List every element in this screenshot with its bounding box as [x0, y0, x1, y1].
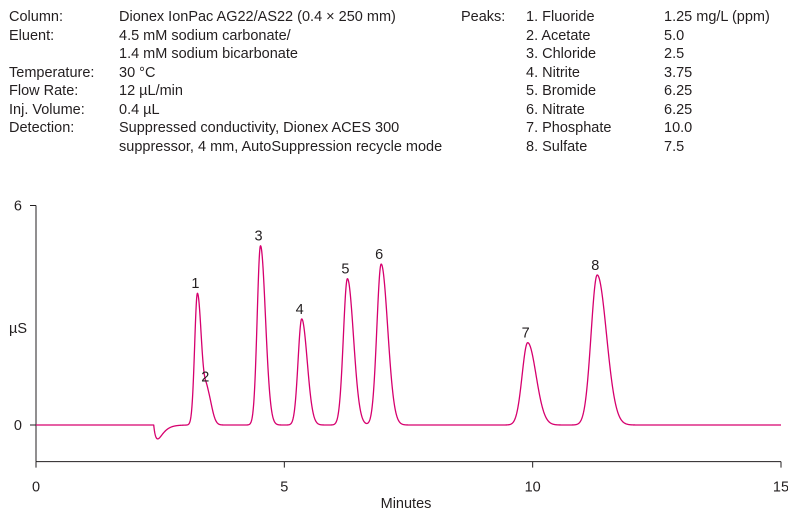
peak-concentration: 3.75	[664, 64, 693, 81]
peak-label: 4	[296, 302, 304, 318]
chart-axes	[35, 205, 781, 463]
peak-names-list: 1. Fluoride 2. Acetate 3. Chloride 4. Ni…	[526, 8, 611, 156]
y-tick-label: 0	[14, 418, 22, 434]
peak-concentration: 2.5	[664, 46, 685, 62]
y-axis-label: µS	[9, 321, 27, 337]
conditions-values: Dionex IonPac AG22/AS22 (0.4 × 250 mm) 4…	[119, 8, 442, 156]
x-tick-label: 10	[525, 480, 541, 496]
peak-label: 3	[254, 229, 262, 245]
peak-labels: 1 2 3 4 5 6 7 8	[191, 229, 599, 386]
x-tick-label: 0	[32, 480, 40, 496]
peak-name: 7. Phosphate	[526, 120, 612, 136]
peak-label: 7	[522, 326, 530, 342]
x-axis-label: Minutes	[381, 496, 432, 512]
peak-name: 3. Chloride	[526, 46, 597, 62]
peak-name: 5. Bromide	[526, 83, 597, 99]
condition-label: Detection:	[9, 120, 75, 136]
peak-concentration: 7.5	[664, 138, 685, 155]
condition-value: 4.5 mM sodium carbonate/	[119, 27, 291, 44]
peak-label: 8	[591, 258, 599, 274]
peak-name: 4. Nitrite	[526, 64, 580, 81]
peak-label: 5	[341, 262, 349, 278]
peak-concentrations-list: 1.25 mg/L (ppm) 5.0 2.5 3.75 6.25 6.25 1…	[664, 8, 770, 156]
condition-label: Flow Rate:	[9, 83, 79, 99]
condition-label: Temperature:	[9, 64, 95, 81]
condition-value: 0.4 µL	[119, 101, 160, 118]
y-tick-label: 6	[14, 199, 22, 215]
x-tick-label: 5	[280, 480, 288, 496]
peak-concentration: 6.25	[664, 101, 693, 118]
peak-concentration: 6.25	[664, 83, 693, 99]
peak-label: 6	[375, 247, 383, 263]
condition-value: 30 °C	[119, 64, 156, 81]
peak-name: 8. Sulfate	[526, 138, 588, 155]
peak-name: 6. Nitrate	[526, 101, 585, 118]
peak-label: 1	[191, 276, 199, 292]
x-tick-label: 15	[773, 480, 788, 496]
condition-value: suppressor, 4 mm, AutoSuppression recycl…	[119, 138, 443, 155]
peaks-label: Peaks:	[461, 9, 506, 25]
conditions-labels: Column: Eluent: Temperature: Flow Rate: …	[9, 8, 94, 156]
peak-concentration: 1.25 mg/L (ppm)	[664, 9, 770, 25]
condition-label: Column:	[9, 9, 63, 25]
peak-concentration: 5.0	[664, 27, 685, 44]
peak-name: 2. Acetate	[526, 27, 591, 44]
peaks-heading: Peaks:	[461, 8, 505, 27]
peak-label: 2	[201, 369, 209, 385]
peak-concentration: 10.0	[664, 120, 693, 136]
condition-value: 1.4 mM sodium bicarbonate	[119, 46, 298, 62]
condition-value: Suppressed conductivity, Dionex ACES 300	[119, 120, 400, 136]
chromatogram-trace	[35, 245, 782, 440]
condition-label: Inj. Volume:	[9, 101, 85, 118]
peak-name: 1. Fluoride	[526, 9, 595, 25]
condition-label: Eluent:	[9, 27, 55, 44]
condition-value: Dionex IonPac AG22/AS22 (0.4 × 250 mm)	[119, 9, 396, 25]
condition-value: 12 µL/min	[119, 83, 183, 99]
